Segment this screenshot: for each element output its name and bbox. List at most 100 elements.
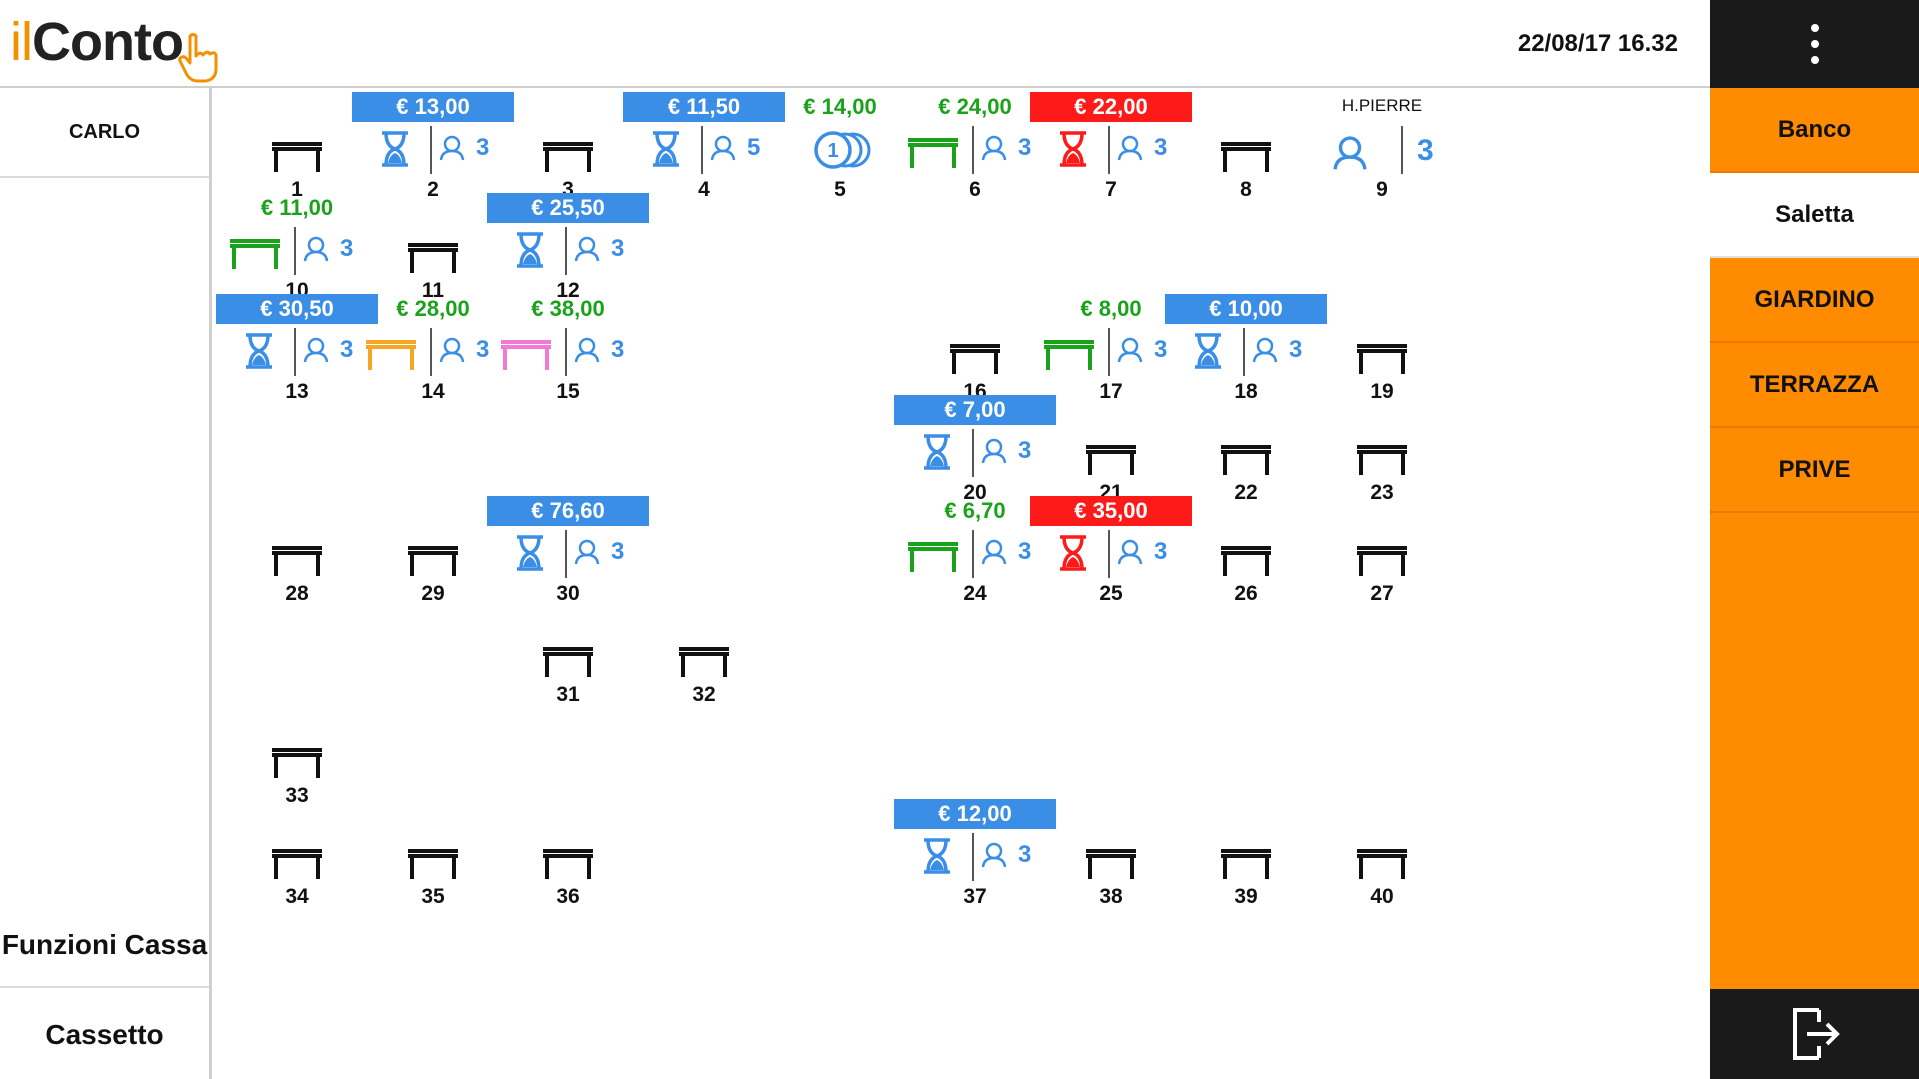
table-status-icons bbox=[1165, 124, 1327, 176]
table-price: € 11,00 bbox=[260, 195, 334, 220]
table-1[interactable]: 1 bbox=[216, 88, 378, 212]
covers: 3 bbox=[573, 538, 624, 566]
table-status-icons: 3 bbox=[352, 124, 514, 176]
room-tab-saletta[interactable]: Saletta bbox=[1710, 173, 1919, 258]
table-22[interactable]: 22 bbox=[1165, 391, 1327, 515]
covers: 3 bbox=[1116, 336, 1167, 364]
table-8[interactable]: 8 bbox=[1165, 88, 1327, 212]
covers-count: 3 bbox=[1154, 336, 1168, 363]
covers-count: 3 bbox=[1018, 437, 1032, 464]
table-24[interactable]: € 6,70 3 24 bbox=[894, 492, 1056, 616]
table-17[interactable]: € 8,00 3 17 bbox=[1030, 290, 1192, 414]
menu-button[interactable] bbox=[1710, 0, 1919, 88]
logout-button[interactable] bbox=[1710, 989, 1919, 1079]
table-15[interactable]: € 38,00 3 15 bbox=[487, 290, 649, 414]
table-3[interactable]: 3 bbox=[487, 88, 649, 212]
room-tab-giardino[interactable]: GIARDINO bbox=[1710, 258, 1919, 343]
logo: ilConto bbox=[10, 12, 218, 83]
table-number: 5 bbox=[834, 178, 846, 201]
table-25[interactable]: € 35,00 3 25 bbox=[1030, 492, 1192, 616]
table-34[interactable]: 34 bbox=[216, 795, 378, 919]
covers-count: 3 bbox=[611, 538, 625, 565]
table-number: 26 bbox=[1234, 582, 1258, 605]
room-tab-banco[interactable]: Banco bbox=[1710, 88, 1919, 173]
hourglass-icon bbox=[517, 535, 543, 571]
table-40[interactable]: 40 bbox=[1301, 795, 1463, 919]
hourglass-icon bbox=[1060, 535, 1086, 571]
table-number: 9 bbox=[1376, 178, 1388, 201]
hourglass-icon bbox=[382, 131, 408, 167]
table-23[interactable]: 23 bbox=[1301, 391, 1463, 515]
table-7[interactable]: € 22,00 3 7 bbox=[1030, 88, 1192, 212]
covers-count: 3 bbox=[1289, 336, 1303, 363]
table-icon bbox=[408, 849, 458, 879]
table-33[interactable]: 33 bbox=[216, 694, 378, 818]
table-32[interactable]: 32 bbox=[623, 593, 785, 717]
table-38[interactable]: 38 bbox=[1030, 795, 1192, 919]
table-status-icons: 1 bbox=[759, 124, 921, 176]
table-status-icons bbox=[1165, 528, 1327, 580]
table-4[interactable]: € 11,50 5 4 bbox=[623, 88, 785, 212]
table-price: € 6,70 bbox=[944, 498, 1006, 523]
hourglass-icon bbox=[1060, 131, 1086, 167]
table-price: € 12,00 bbox=[894, 799, 1056, 829]
table-2[interactable]: € 13,00 3 2 bbox=[352, 88, 514, 212]
table-28[interactable]: 28 bbox=[216, 492, 378, 616]
table-18[interactable]: € 10,00 3 18 bbox=[1165, 290, 1327, 414]
covers-count: 5 bbox=[747, 134, 761, 161]
table-number: 15 bbox=[556, 380, 580, 403]
table-26[interactable]: 26 bbox=[1165, 492, 1327, 616]
covers: 3 bbox=[1251, 336, 1302, 364]
table-12[interactable]: € 25,50 3 12 bbox=[487, 189, 649, 313]
table-11[interactable]: 11 bbox=[352, 189, 514, 313]
table-status-icons bbox=[216, 730, 378, 782]
hourglass-icon bbox=[517, 232, 543, 268]
person-icon bbox=[1117, 539, 1143, 565]
table-20[interactable]: € 7,00 3 20 bbox=[894, 391, 1056, 515]
table-6[interactable]: € 24,00 3 6 bbox=[894, 88, 1056, 212]
table-9[interactable]: H.PIERRE 3 9 bbox=[1301, 88, 1463, 212]
table-39[interactable]: 39 bbox=[1165, 795, 1327, 919]
table-36[interactable]: 36 bbox=[487, 795, 649, 919]
table-29[interactable]: 29 bbox=[352, 492, 514, 616]
table-number: 32 bbox=[692, 683, 716, 706]
cassetto-button[interactable]: Cassetto bbox=[45, 1018, 164, 1050]
covers-count: 3 bbox=[1018, 841, 1032, 868]
table-status-icons bbox=[216, 528, 378, 580]
table-27[interactable]: 27 bbox=[1301, 492, 1463, 616]
funzioni-cassa-button[interactable]: Funzioni Cassa bbox=[0, 903, 209, 988]
room-tab-terrazza[interactable]: TERRAZZA bbox=[1710, 343, 1919, 428]
table-price: € 28,00 bbox=[396, 296, 470, 321]
table-31[interactable]: 31 bbox=[487, 593, 649, 717]
table-13[interactable]: € 30,50 3 13 bbox=[216, 290, 378, 414]
table-icon bbox=[679, 647, 729, 677]
table-19[interactable]: 19 bbox=[1301, 290, 1463, 414]
table-number: 30 bbox=[556, 582, 580, 605]
table-icon bbox=[230, 239, 280, 269]
hourglass-icon bbox=[924, 434, 950, 470]
table-status-icons bbox=[1301, 326, 1463, 378]
person-icon bbox=[710, 135, 736, 161]
hourglass-icon bbox=[924, 838, 950, 874]
table-floor-map: 1 € 13,00 3 2 3 € 11,50 5 4 € 14,00 1 5 € 24,00 3 6 € … bbox=[212, 88, 1710, 1079]
person-icon bbox=[574, 236, 600, 262]
table-30[interactable]: € 76,60 3 30 bbox=[487, 492, 649, 616]
table-status-icons bbox=[487, 629, 649, 681]
table-status-icons: 3 bbox=[1301, 124, 1463, 176]
table-price: € 11,50 bbox=[623, 92, 785, 122]
table-number: 24 bbox=[963, 582, 987, 605]
room-tab-prive[interactable]: PRIVE bbox=[1710, 428, 1919, 513]
waiter-name[interactable]: CARLO bbox=[0, 88, 209, 178]
covers-count: 3 bbox=[1018, 134, 1032, 161]
table-price: € 24,00 bbox=[938, 94, 1012, 119]
table-14[interactable]: € 28,00 3 14 bbox=[352, 290, 514, 414]
table-37[interactable]: € 12,00 3 37 bbox=[894, 795, 1056, 919]
left-sidebar: CARLO Funzioni Cassa Cassetto bbox=[0, 88, 212, 1079]
table-status-icons: 3 bbox=[352, 326, 514, 378]
table-35[interactable]: 35 bbox=[352, 795, 514, 919]
table-5[interactable]: € 14,00 1 5 bbox=[759, 88, 921, 212]
table-status-icons bbox=[1165, 831, 1327, 883]
table-icon bbox=[1221, 849, 1271, 879]
table-10[interactable]: € 11,00 3 10 bbox=[216, 189, 378, 313]
table-number: 37 bbox=[963, 885, 987, 908]
